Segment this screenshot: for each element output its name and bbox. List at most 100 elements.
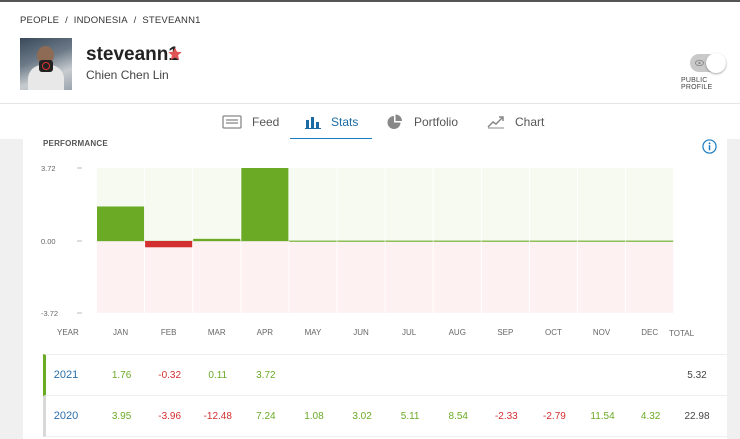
bar-mar [193,238,241,241]
month-value: 8.54 [448,410,468,422]
tab-stats-label: Stats [331,115,359,129]
x-tick-label: JAN [113,328,128,337]
month-value: -3.96 [158,410,182,422]
username: steveann1 [86,44,179,65]
negative-zone [97,241,145,313]
full-name: Chien Chen Lin [86,68,169,82]
bar-jan [97,206,145,241]
month-value: 4.32 [640,410,661,422]
x-tick-label: JUL [402,328,417,337]
public-profile-toggle[interactable] [690,53,726,73]
tab-feed[interactable]: Feed [222,104,279,140]
y-tick-label: -3.72 [41,309,58,318]
negative-zone [529,241,577,313]
performance-chart: 3.72 0.00 -3.72 YEAR JAN FEB MAR APR MAY JUN JUL AU… [41,164,674,337]
positive-zone [529,168,577,241]
bar-may [289,240,337,242]
x-tick-label: APR [257,328,274,337]
y-tick-label: 0.00 [41,237,56,246]
info-icon[interactable] [702,139,717,154]
breadcrumb-people[interactable]: PEOPLE [20,15,60,26]
x-tick-label: JUN [353,328,369,337]
bar-jul [385,240,433,242]
negative-zone [626,241,674,313]
feed-icon [222,115,242,129]
tab-chart[interactable]: Chart [487,104,544,140]
star-icon[interactable] [167,46,183,62]
month-value: -2.33 [494,410,518,422]
x-tick-label: SEP [497,328,513,337]
month-value: 1.76 [111,369,132,381]
x-tick-label: AUG [449,328,466,337]
bar-aug [433,240,481,242]
portfolio-icon [387,114,402,129]
negative-zone [433,241,481,313]
bar-sep [481,240,529,242]
month-value: 5.11 [400,410,420,422]
row-total: 22.98 [684,410,710,422]
month-value: -12.48 [203,410,232,422]
bar-oct [529,240,577,242]
year-column-label: YEAR [57,328,79,337]
positive-zone [481,168,529,241]
x-tick-label: FEB [161,328,177,337]
x-tick-label: NOV [593,328,611,337]
negative-zone [145,241,193,313]
x-tick-label: DEC [641,328,658,337]
tab-portfolio-label: Portfolio [414,115,459,129]
negative-zone [481,241,529,313]
x-tick-label: MAY [305,328,322,337]
negative-zone [289,241,337,313]
eye-icon [695,59,704,67]
y-tick-label: 3.72 [41,164,56,173]
breadcrumb-user: STEVEANN1 [142,15,201,26]
table-row[interactable]: 2020 3.95 -3.96 -12.48 7.24 1.08 3.02 5.11 8.54 -… [43,396,727,437]
x-tick-label: OCT [545,328,562,337]
row-year: 2021 [53,369,79,381]
month-value: 3.95 [111,410,132,422]
month-value: -0.32 [158,369,182,381]
tab-portfolio[interactable]: Portfolio [386,104,458,140]
row-year: 2020 [53,410,79,422]
negative-zone [193,241,241,313]
bar-apr [241,168,289,241]
avatar[interactable] [20,38,72,90]
performance-panel: PERFORMANCE 3.72 0.00 -3.72 YEAR JAN FEB MAR AP… [23,139,727,439]
positive-zone [433,168,481,241]
tab-chart-label: Chart [515,115,545,129]
positive-zone [626,168,674,241]
row-total: 5.32 [687,369,707,381]
positive-zone [193,168,241,241]
breadcrumb: PEOPLE / INDONESIA / STEVEANN1 [20,15,204,26]
positive-zone [578,168,626,241]
month-value: 3.02 [352,410,372,422]
breadcrumb-separator: / [133,15,137,26]
positive-zone [145,168,193,241]
negative-zone [241,241,289,313]
public-profile-label: PUBLIC PROFILE [681,77,713,91]
month-value: 1.08 [304,410,324,422]
profile-tabs: Feed Stats Portfolio Chart [0,103,740,140]
month-value: 0.11 [208,369,228,381]
month-value: 11.54 [590,410,615,422]
tab-feed-label: Feed [252,115,280,129]
tab-stats[interactable]: Stats [305,104,358,140]
month-value: -2.79 [543,410,566,422]
chart-icon [487,116,504,129]
positive-zone [337,168,385,241]
table-row[interactable]: 2021 1.76 -0.32 0.11 3.72 5.32 [43,354,727,396]
profile-header: PEOPLE / INDONESIA / STEVEANN1 steveann1… [0,0,740,103]
x-tick-label: MAR [208,328,226,337]
negative-zone [385,241,433,313]
stats-icon [305,117,321,129]
breadcrumb-separator: / [65,15,68,26]
total-column-label: TOTAL [669,329,695,338]
negative-zone [337,241,385,313]
bar-feb [145,241,193,248]
bar-dec [626,240,674,242]
bar-nov [578,240,626,242]
breadcrumb-country[interactable]: INDONESIA [73,15,128,26]
positive-zone [289,168,337,241]
positive-zone [385,168,433,241]
bar-jun [337,240,385,242]
